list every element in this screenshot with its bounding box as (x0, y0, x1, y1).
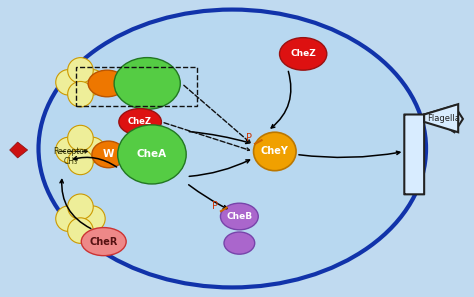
Polygon shape (424, 104, 458, 132)
Ellipse shape (56, 206, 82, 231)
Ellipse shape (80, 206, 105, 231)
Text: CheZ: CheZ (128, 117, 152, 127)
Ellipse shape (68, 218, 93, 243)
Ellipse shape (68, 194, 93, 219)
Polygon shape (9, 142, 27, 158)
Ellipse shape (56, 137, 82, 163)
Text: P: P (212, 201, 218, 211)
Ellipse shape (92, 141, 125, 168)
Text: CheB: CheB (226, 212, 253, 221)
Ellipse shape (81, 228, 126, 256)
Ellipse shape (68, 58, 93, 83)
Text: P: P (246, 133, 252, 143)
Ellipse shape (280, 38, 327, 70)
Ellipse shape (38, 10, 426, 287)
FancyBboxPatch shape (404, 115, 424, 194)
Text: CH₃: CH₃ (64, 157, 78, 166)
Ellipse shape (68, 81, 93, 107)
Text: CheA: CheA (137, 149, 167, 159)
Text: CheZ: CheZ (290, 49, 316, 59)
Ellipse shape (68, 149, 93, 175)
Ellipse shape (119, 109, 161, 135)
Ellipse shape (56, 69, 82, 95)
Ellipse shape (118, 125, 186, 184)
Text: Receptor: Receptor (54, 147, 88, 156)
Ellipse shape (224, 232, 255, 254)
Text: CheR: CheR (90, 237, 118, 247)
Ellipse shape (254, 132, 296, 171)
Ellipse shape (220, 203, 258, 230)
Ellipse shape (80, 137, 105, 163)
Ellipse shape (114, 58, 180, 109)
Ellipse shape (88, 70, 126, 97)
Text: W: W (103, 149, 114, 159)
Text: CheY: CheY (261, 146, 289, 157)
Text: Flagella: Flagella (428, 114, 460, 124)
Ellipse shape (68, 125, 93, 151)
Polygon shape (424, 106, 463, 132)
Ellipse shape (80, 69, 105, 95)
